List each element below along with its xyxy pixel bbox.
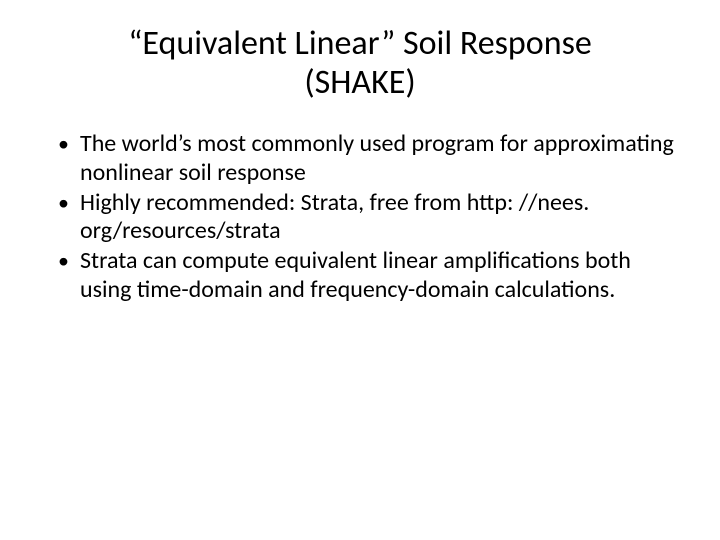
list-item: The world’s most commonly used program f…	[58, 130, 680, 187]
slide-title: “Equivalent Linear” Soil Response (SHAKE…	[70, 24, 650, 102]
list-item: Highly recommended: Strata, free from ht…	[58, 189, 680, 246]
list-item: Strata can compute equivalent linear amp…	[58, 247, 680, 304]
slide: “Equivalent Linear” Soil Response (SHAKE…	[0, 0, 720, 540]
bullet-list: The world’s most commonly used program f…	[40, 130, 680, 304]
